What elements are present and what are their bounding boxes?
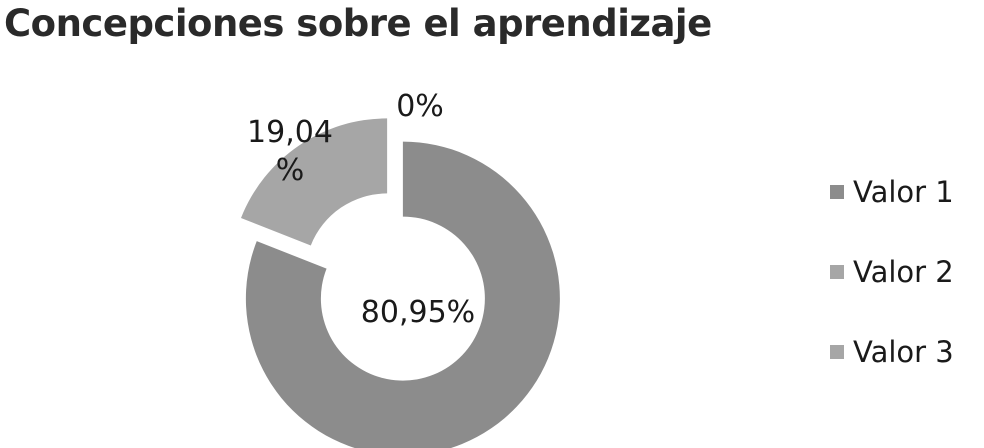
data-label-1: 80,95% — [361, 295, 475, 330]
data-label-3: 19,04% — [247, 115, 333, 188]
legend-swatch — [830, 265, 844, 279]
donut-slice-1 — [245, 141, 560, 448]
legend-item-valor-3: Valor 3 — [830, 332, 954, 372]
donut-slice-3 — [240, 118, 388, 246]
chart-title: Concepciones sobre el aprendizaje — [4, 2, 712, 45]
legend-item-valor-1: Valor 1 — [830, 172, 954, 212]
legend-label: Valor 3 — [853, 335, 954, 369]
legend-item-valor-2: Valor 2 — [830, 252, 954, 292]
legend-label: Valor 1 — [853, 175, 954, 209]
legend: Valor 1 Valor 2 Valor 3 — [830, 172, 954, 412]
legend-swatch — [830, 185, 844, 199]
legend-swatch — [830, 345, 844, 359]
data-label-2: 0% — [396, 89, 444, 124]
legend-label: Valor 2 — [853, 255, 954, 289]
